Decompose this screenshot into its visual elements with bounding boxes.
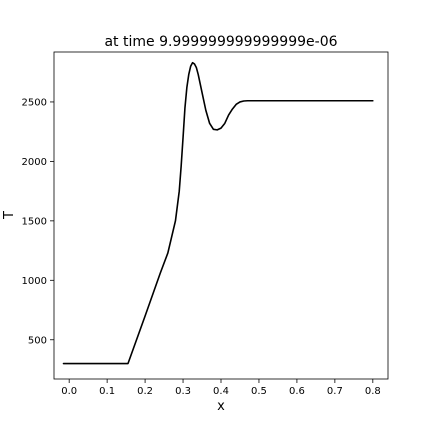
x-tick-label: 0.4 — [213, 386, 229, 397]
y-tick-label: 2000 — [22, 157, 47, 168]
x-tick-label: 0.5 — [251, 386, 267, 397]
x-tick-label: 0.1 — [99, 386, 115, 397]
y-tick-label: 1500 — [22, 216, 47, 227]
x-tick-label: 0.6 — [289, 386, 305, 397]
y-tick-label: 2500 — [22, 97, 47, 108]
y-axis: 500 1000 1500 2000 2500 — [22, 97, 54, 346]
x-tick-label: 0.2 — [137, 386, 153, 397]
x-axis: 0.0 0.1 0.2 0.3 0.4 0.5 0.6 0.7 0.8 — [61, 379, 381, 397]
series-group — [62, 61, 374, 365]
x-axis-label: x — [217, 399, 225, 414]
x-tick-label: 0.7 — [327, 386, 343, 397]
y-axis-label: T — [2, 211, 17, 220]
series-line — [62, 61, 374, 365]
y-tick-label: 1000 — [22, 276, 47, 287]
y-tick-label: 500 — [28, 335, 47, 346]
chart-title: at time 9.999999999999999e-06 — [104, 34, 337, 50]
x-tick-label: 0.0 — [61, 386, 77, 397]
x-tick-label: 0.8 — [365, 386, 381, 397]
x-tick-label: 0.3 — [175, 386, 191, 397]
